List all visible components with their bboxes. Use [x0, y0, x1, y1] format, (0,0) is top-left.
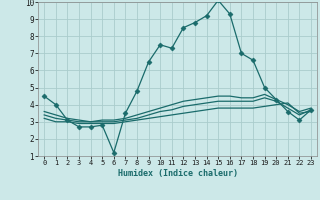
- X-axis label: Humidex (Indice chaleur): Humidex (Indice chaleur): [118, 169, 238, 178]
